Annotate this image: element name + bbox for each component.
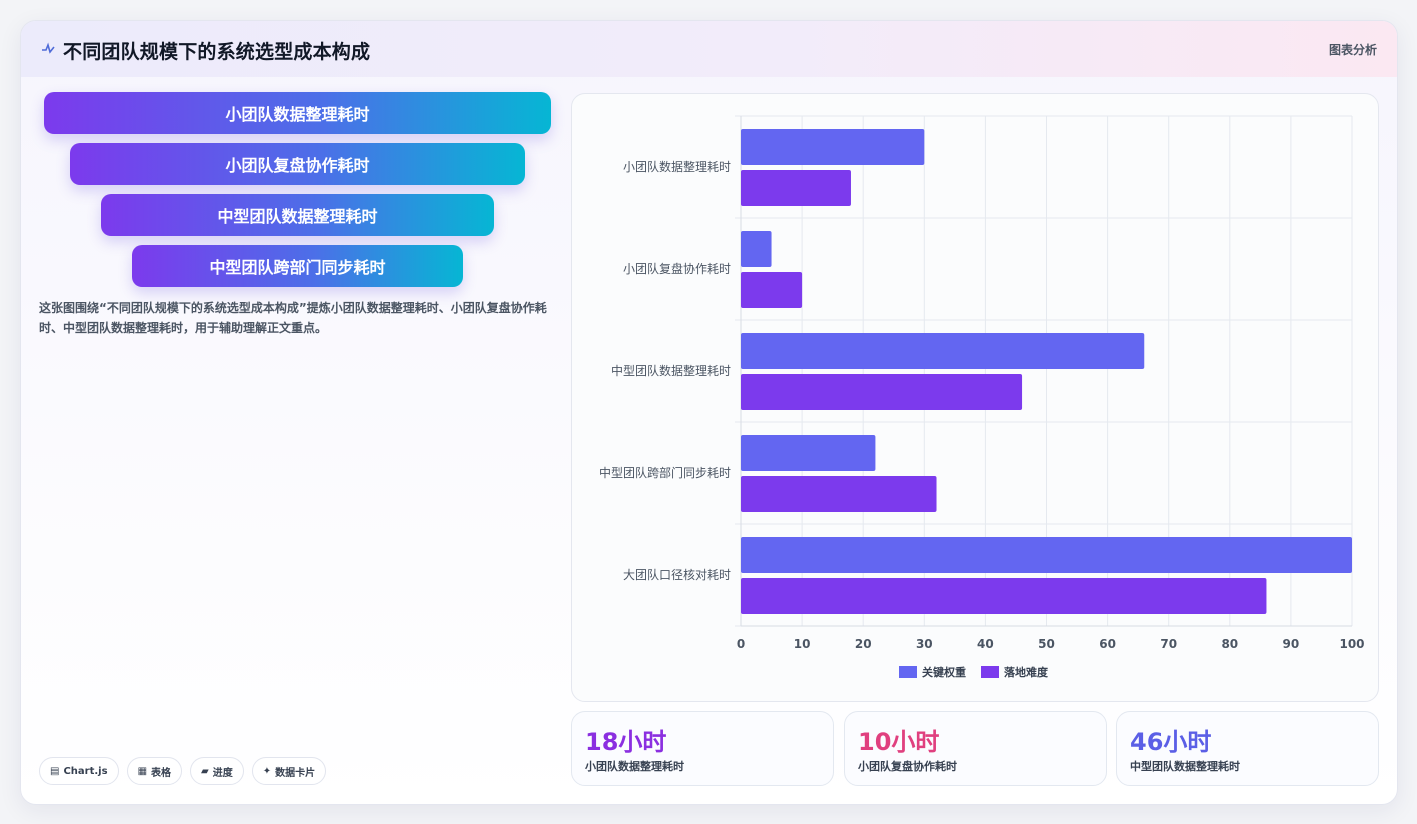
bar-difficulty: [741, 374, 1023, 410]
funnel-step-1: 小团队数据整理耗时: [44, 92, 551, 134]
chart-icon: ▤: [50, 765, 60, 777]
y-tick-label: 小团队复盘协作耗时: [623, 261, 731, 276]
x-tick-label: 80: [1221, 637, 1238, 651]
x-tick-label: 50: [1038, 637, 1055, 651]
x-tick-label: 60: [1099, 637, 1116, 651]
x-tick-label: 70: [1160, 637, 1177, 651]
stat-value: 10小时: [858, 728, 940, 756]
stat-card-1: 18小时 小团队数据整理耗时: [571, 711, 834, 786]
stat-label: 小团队数据整理耗时: [585, 760, 684, 773]
stat-value: 18小时: [585, 728, 667, 756]
x-tick-label: 30: [916, 637, 933, 651]
bar-difficulty: [741, 170, 851, 206]
legend-swatch: [981, 666, 999, 678]
chip-table[interactable]: ▦ 表格: [126, 757, 183, 785]
stat-label: 小团队复盘协作耗时: [858, 760, 957, 773]
table-icon: ▦: [137, 765, 148, 777]
chart-description: 这张图围绕“不同团队规模下的系统选型成本构成”提炼小团队数据整理耗时、小团队复盘…: [39, 301, 547, 335]
x-tick-label: 10: [794, 637, 811, 651]
y-tick-label: 小团队数据整理耗时: [623, 159, 731, 174]
x-tick-label: 0: [737, 637, 745, 651]
y-tick-label: 中型团队跨部门同步耗时: [599, 465, 731, 480]
legend-label: 落地难度: [1004, 665, 1049, 679]
chip-data-card[interactable]: ✦ 数据卡片: [251, 757, 327, 785]
x-tick-label: 90: [1283, 637, 1300, 651]
progress-icon: ▰: [201, 765, 209, 777]
chip-progress[interactable]: ▰ 进度: [190, 757, 244, 785]
card-header: 不同团队规模下的系统选型成本构成 图表分析: [21, 21, 1397, 77]
pulse-icon: [42, 42, 55, 54]
chip-label: 数据卡片: [275, 767, 316, 779]
bar-key-weight: [741, 333, 1145, 369]
legend-label: 关键权重: [922, 665, 966, 679]
funnel-step-3: 中型团队数据整理耗时: [101, 194, 494, 236]
tool-chips: ▤ Chart.js ▦ 表格 ▰ 进度 ✦ 数据卡片: [39, 757, 327, 785]
chart-analysis-tag: 图表分析: [1328, 43, 1377, 57]
bar-key-weight: [741, 435, 876, 471]
chip-label: 进度: [212, 767, 233, 779]
funnel-step-2: 小团队复盘协作耗时: [70, 143, 525, 185]
stat-value: 46小时: [1130, 728, 1212, 756]
stat-card-3: 46小时 中型团队数据整理耗时: [1116, 711, 1379, 786]
x-tick-label: 40: [977, 637, 994, 651]
chart-panel: 小团队数据整理耗时 小团队复盘协作耗时中型团队数据整理耗时中型团队跨部门同步耗时大…: [571, 93, 1379, 702]
bar-chart: 小团队数据整理耗时小团队复盘协作耗时中型团队数据整理耗时中型团队跨部门同步耗时大…: [599, 115, 1365, 679]
bar-key-weight: [741, 129, 925, 165]
bar-difficulty: [741, 272, 803, 308]
x-tick-label: 100: [1339, 637, 1364, 651]
y-tick-label: 中型团队数据整理耗时: [611, 363, 731, 378]
stat-card-2: 10小时 小团队复盘协作耗时: [844, 711, 1107, 786]
chip-chartjs[interactable]: ▤ Chart.js: [39, 757, 119, 785]
bar-key-weight: [741, 231, 772, 267]
sparkle-icon: ✦: [262, 765, 272, 777]
funnel-step-4: 中型团队跨部门同步耗时: [132, 245, 463, 287]
bar-difficulty: [741, 578, 1267, 614]
x-tick-label: 20: [855, 637, 872, 651]
chip-label: Chart.js: [63, 765, 108, 777]
y-tick-label: 大团队口径核对耗时: [623, 567, 731, 582]
report-card: 不同团队规模下的系统选型成本构成 图表分析 小团队数据整理耗时 小团队复盘协作耗…: [20, 20, 1398, 805]
page-title: 不同团队规模下的系统选型成本构成: [63, 41, 371, 63]
bar-key-weight: [741, 537, 1352, 573]
chip-label: 表格: [151, 767, 172, 779]
legend-swatch: [899, 666, 917, 678]
bar-difficulty: [741, 476, 937, 512]
stat-label: 中型团队数据整理耗时: [1130, 760, 1240, 773]
